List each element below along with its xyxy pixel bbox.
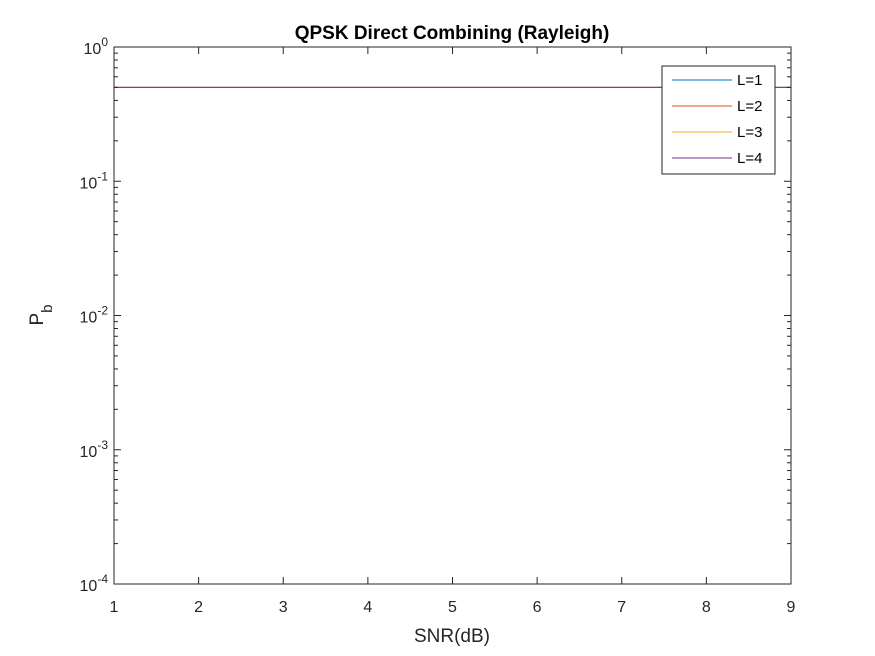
legend: L=1 L=2 L=3 L=4: [661, 65, 776, 175]
y-tick-label: 10-3: [80, 438, 109, 461]
legend-label-2: L=2: [737, 98, 762, 115]
y-tick-label: 10-4: [80, 572, 109, 595]
ticks-layer: 1 2 3 4 5 6 7 8 9 10-4 10-3 10-2 10-1 100: [80, 35, 796, 616]
x-tick-label: 6: [533, 599, 542, 616]
y-axis-label-main: P: [27, 313, 48, 326]
x-tick-label: 1: [110, 599, 119, 616]
legend-box: [661, 65, 776, 175]
x-tick-label: 7: [617, 599, 626, 616]
legend-label-1: L=1: [737, 72, 762, 89]
y-tick-label: 100: [84, 35, 109, 58]
x-tick-label: 3: [279, 599, 288, 616]
x-tick-label: 2: [194, 599, 203, 616]
svg-text:Pb: Pb: [27, 304, 56, 325]
x-tick-label: 8: [702, 599, 711, 616]
legend-label-4: L=4: [737, 150, 762, 167]
x-tick-label: 5: [448, 599, 457, 616]
y-tick-label: 10-1: [80, 169, 109, 192]
x-tick-label: 4: [363, 599, 372, 616]
y-tick-label: 10-2: [80, 304, 109, 327]
y-axis-label: Pb: [27, 304, 56, 325]
x-tick-label: 9: [787, 599, 796, 616]
x-axis-label: SNR(dB): [414, 626, 490, 647]
chart-title: QPSK Direct Combining (Rayleigh): [295, 23, 610, 44]
y-axis-label-subscript: b: [39, 304, 56, 312]
legend-label-3: L=3: [737, 124, 762, 141]
